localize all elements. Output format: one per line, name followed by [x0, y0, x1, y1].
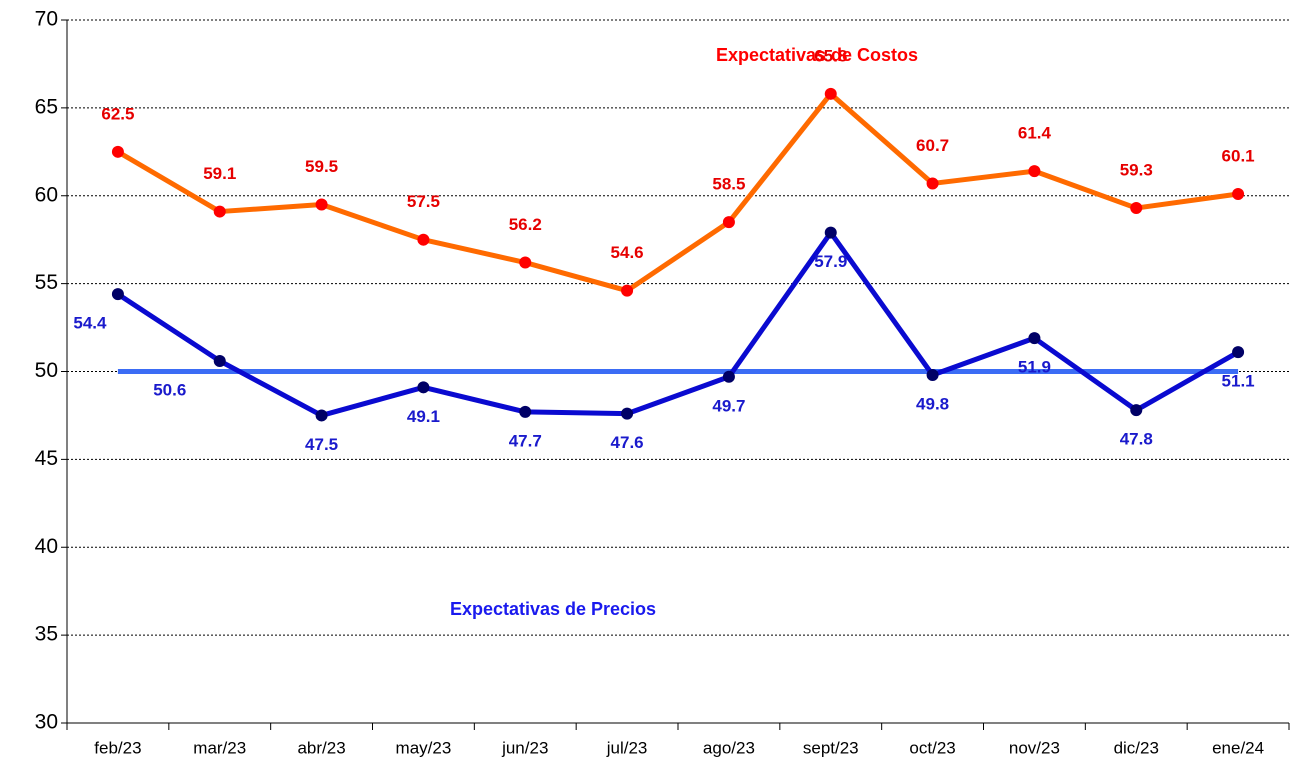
y-tick-label: 45: [35, 447, 58, 470]
value-label: 61.4: [1018, 124, 1052, 143]
marker: [621, 407, 634, 420]
y-tick-label: 50: [35, 359, 58, 382]
marker: [213, 354, 226, 367]
value-label: 57.5: [407, 192, 440, 211]
marker: [111, 288, 124, 301]
x-tick-label: may/23: [396, 738, 452, 757]
marker: [1028, 165, 1041, 178]
x-tick-label: feb/23: [94, 738, 141, 757]
marker: [1130, 404, 1143, 417]
value-label: 47.5: [305, 435, 338, 454]
value-label: 57.9: [814, 252, 847, 271]
y-tick-label: 70: [35, 8, 58, 31]
marker: [1232, 346, 1245, 359]
value-label: 51.1: [1222, 372, 1255, 391]
series-line: [116, 230, 1240, 418]
value-label: 59.3: [1120, 161, 1153, 180]
value-label: 50.6: [153, 380, 186, 399]
x-tick-label: sept/23: [803, 738, 859, 757]
value-label: 49.1: [407, 407, 440, 426]
value-label: 60.1: [1222, 146, 1255, 165]
marker: [926, 369, 939, 382]
x-tick-label: mar/23: [193, 738, 246, 757]
value-label: 47.8: [1120, 430, 1153, 449]
value-label: 47.6: [611, 433, 644, 452]
x-tick-label: nov/23: [1009, 738, 1060, 757]
marker: [824, 87, 837, 100]
value-label: 62.5: [101, 104, 134, 123]
marker: [315, 409, 328, 422]
x-tick-label: jul/23: [606, 738, 648, 757]
marker: [111, 145, 124, 158]
x-tick-label: abr/23: [297, 738, 345, 757]
y-tick-label: 55: [35, 271, 58, 294]
value-label: 58.5: [712, 175, 745, 194]
marker: [417, 233, 430, 246]
marker: [621, 284, 634, 297]
value-label: 60.7: [916, 136, 949, 155]
value-label: 54.4: [73, 314, 107, 333]
marker: [722, 370, 735, 383]
y-tick-label: 65: [35, 95, 58, 118]
marker: [1232, 187, 1245, 200]
y-tick-label: 35: [35, 623, 58, 646]
series-annotation: Expectativas de Precios: [450, 599, 656, 619]
value-label: 47.7: [509, 431, 542, 450]
marker: [1130, 202, 1143, 215]
value-label: 51.9: [1018, 358, 1051, 377]
x-tick-label: ene/24: [1212, 738, 1264, 757]
marker: [824, 226, 837, 239]
value-label: 49.7: [712, 396, 745, 415]
series-annotation: Expectativas de Costos: [716, 45, 918, 65]
marker: [519, 405, 532, 418]
marker: [417, 381, 430, 394]
marker: [926, 177, 939, 190]
y-tick-label: 30: [35, 711, 58, 734]
marker: [519, 256, 532, 269]
value-label: 49.8: [916, 394, 949, 413]
x-tick-label: ago/23: [703, 738, 755, 757]
marker: [213, 205, 226, 218]
x-tick-label: jun/23: [501, 738, 548, 757]
x-tick-label: oct/23: [909, 738, 955, 757]
value-label: 65.8: [814, 46, 847, 65]
value-label: 59.1: [203, 164, 236, 183]
series-line: [116, 91, 1239, 294]
marker: [315, 198, 328, 211]
x-tick-label: dic/23: [1114, 738, 1159, 757]
y-tick-label: 40: [35, 535, 58, 558]
marker: [1028, 332, 1041, 345]
marker: [722, 216, 735, 229]
y-tick-label: 60: [35, 183, 58, 206]
value-label: 56.2: [509, 215, 542, 234]
value-label: 59.5: [305, 157, 338, 176]
value-label: 54.6: [611, 243, 644, 262]
